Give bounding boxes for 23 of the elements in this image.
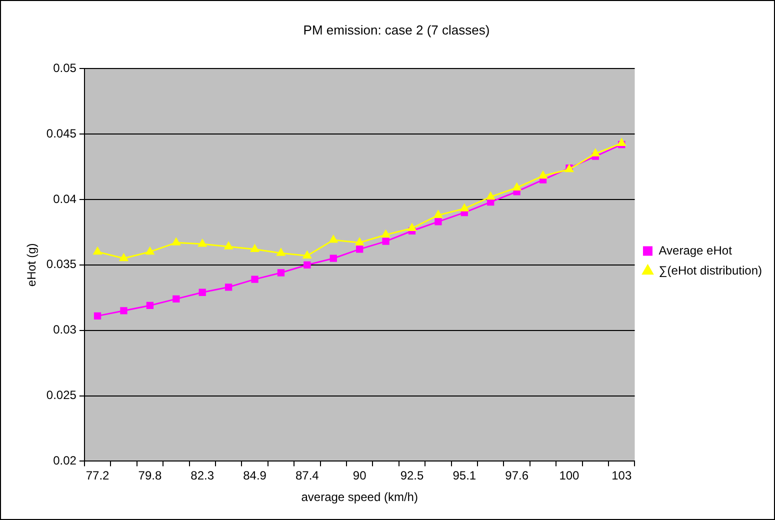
x-tick-label: 84.9 bbox=[243, 468, 267, 483]
x-tick-label: 90 bbox=[352, 468, 367, 483]
x-tick-label: 103 bbox=[612, 468, 632, 483]
x-tick-label: 100 bbox=[559, 468, 580, 483]
y-tick-label: 0.035 bbox=[46, 257, 77, 272]
y-tick-label: 0.04 bbox=[53, 192, 77, 206]
y-tick-label: 0.03 bbox=[53, 322, 77, 337]
x-tick-label: 92.5 bbox=[400, 468, 424, 483]
x-tick-label: 77.2 bbox=[86, 468, 110, 483]
x-tick-label: 82.3 bbox=[190, 468, 214, 483]
y-axis-title: eHot (g) bbox=[24, 243, 39, 287]
y-tick-label: 0.045 bbox=[46, 126, 77, 140]
legend-label: ∑(eHot distribution) bbox=[658, 263, 762, 278]
chart-title: PM emission: case 2 (7 classes) bbox=[303, 22, 490, 38]
y-tick-label: 0.025 bbox=[46, 388, 77, 402]
x-tick-label: 87.4 bbox=[295, 468, 320, 483]
x-tick-label: 95.1 bbox=[452, 468, 476, 483]
x-tick-label: 97.6 bbox=[505, 468, 529, 483]
y-tick-label: 0.05 bbox=[53, 60, 77, 75]
legend-label: Average eHot bbox=[658, 243, 733, 258]
x-axis-title: average speed (km/h) bbox=[301, 490, 418, 504]
x-tick-label: 79.8 bbox=[138, 468, 162, 483]
y-tick-label: 0.02 bbox=[53, 454, 77, 468]
